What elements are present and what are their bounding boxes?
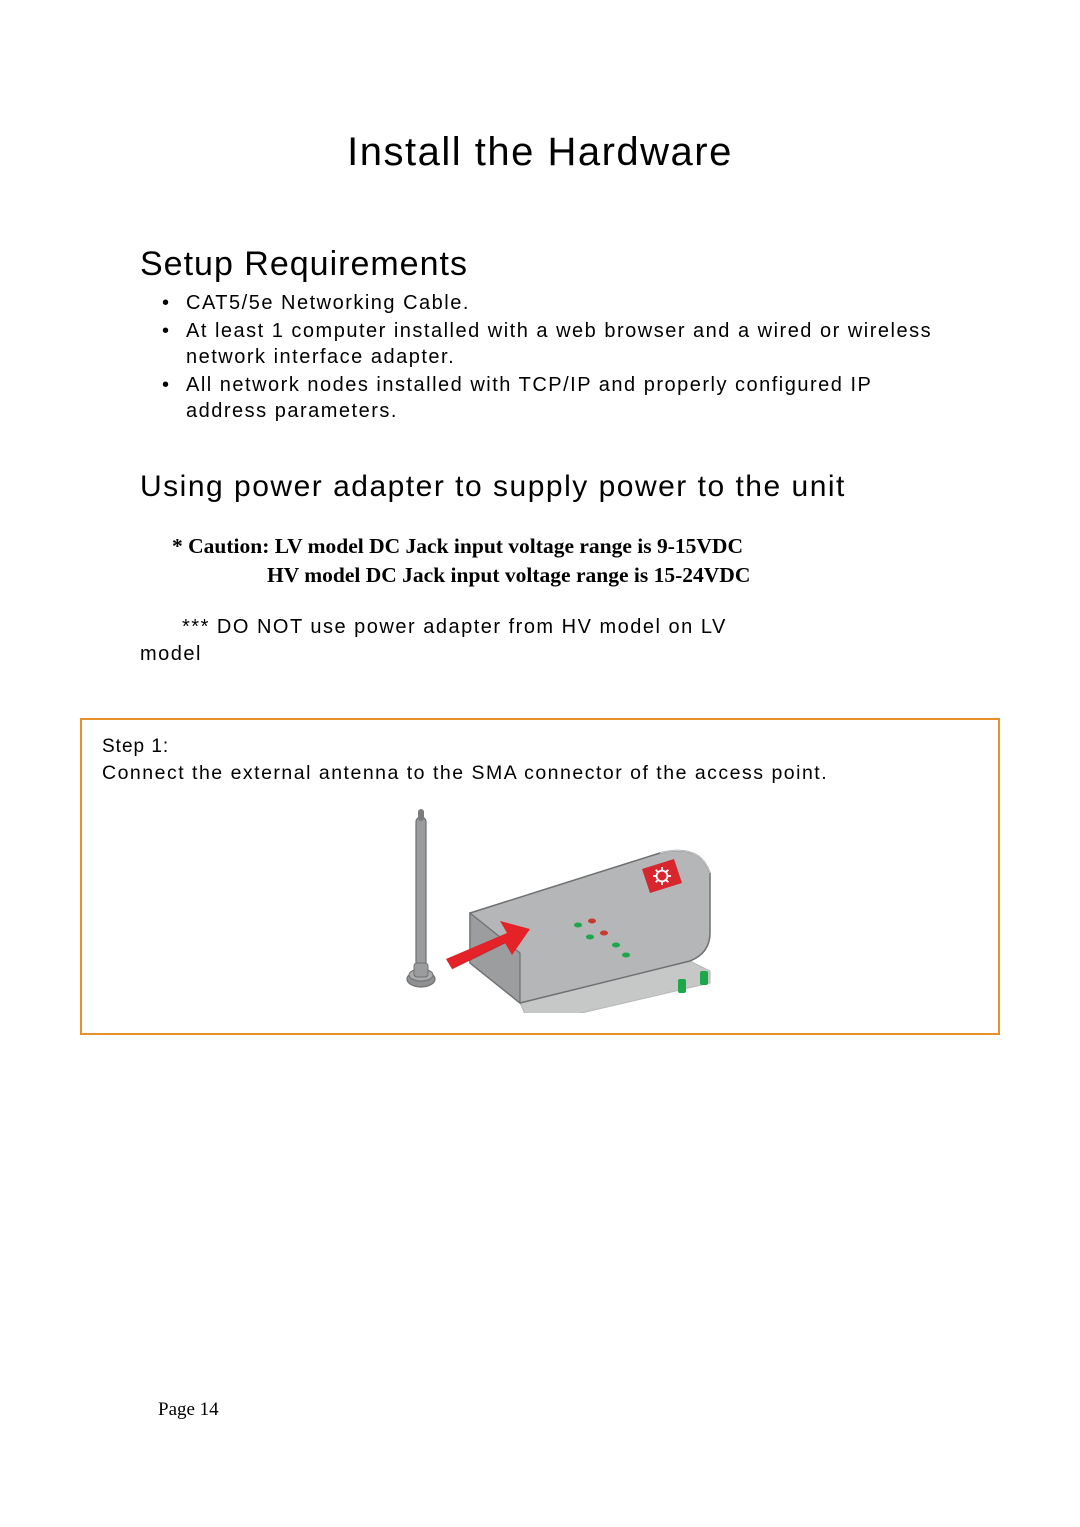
document-page: Install the Hardware Setup Requirements … bbox=[0, 0, 1080, 1035]
chapter-title: Install the Hardware bbox=[140, 130, 940, 175]
subsection-title: Using power adapter to supply power to t… bbox=[140, 468, 940, 506]
caution-line-2: HV model DC Jack input voltage range is … bbox=[172, 561, 940, 590]
list-item: At least 1 computer installed with a web… bbox=[186, 318, 940, 370]
section-title: Setup Requirements bbox=[140, 245, 940, 284]
requirements-list: CAT5/5e Networking Cable. At least 1 com… bbox=[140, 290, 940, 424]
caution-line-1: * Caution: LV model DC Jack input voltag… bbox=[172, 532, 940, 561]
antenna bbox=[407, 809, 435, 987]
warning-text: *** DO NOT use power adapter from HV mod… bbox=[140, 614, 940, 668]
step-instruction: Connect the external antenna to the SMA … bbox=[102, 762, 978, 785]
step-box: Step 1: Connect the external antenna to … bbox=[80, 718, 1000, 1035]
warning-wrap: model bbox=[140, 641, 940, 668]
device-illustration bbox=[360, 803, 720, 1013]
list-item: CAT5/5e Networking Cable. bbox=[186, 290, 940, 316]
caution-block: * Caution: LV model DC Jack input voltag… bbox=[140, 532, 940, 590]
warning-prefix: *** DO NOT use power adapter from HV mod… bbox=[182, 616, 727, 638]
page-number: Page 14 bbox=[158, 1399, 219, 1421]
list-item: All network nodes installed with TCP/IP … bbox=[186, 372, 940, 424]
step-label: Step 1: bbox=[102, 736, 978, 758]
